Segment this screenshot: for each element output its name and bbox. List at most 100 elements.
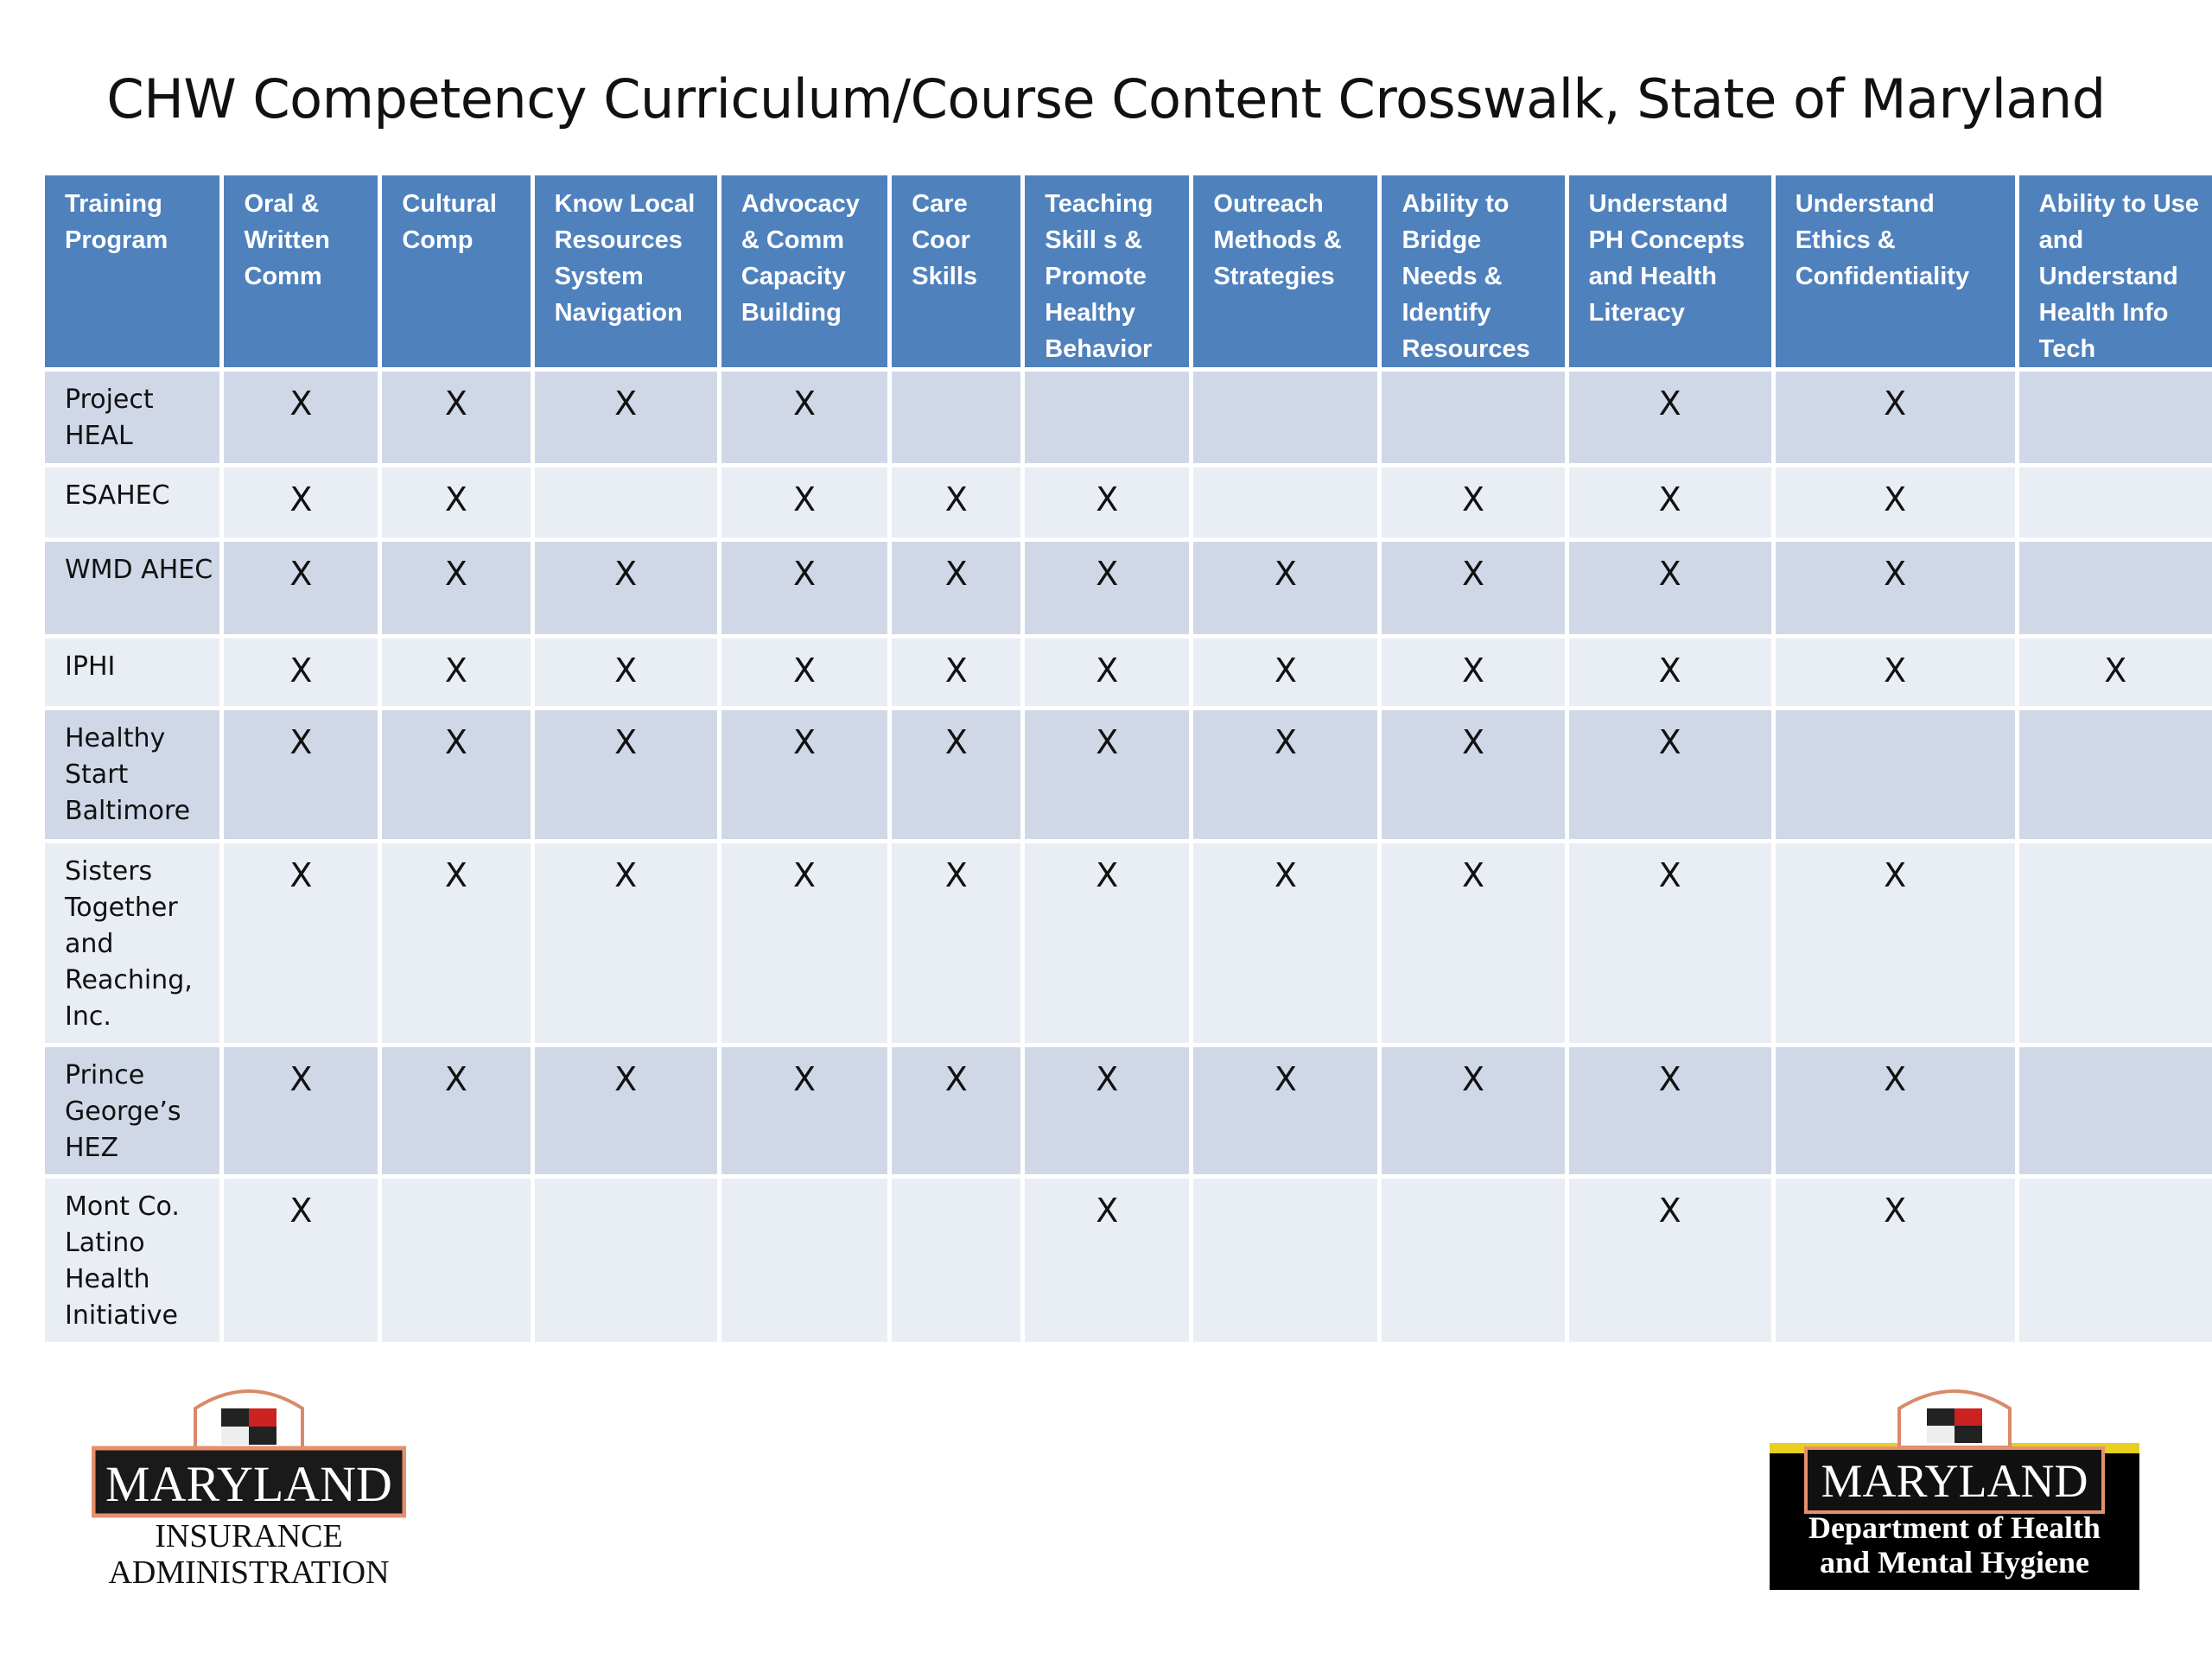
competency-mark-cell: X xyxy=(224,1047,378,1174)
competency-mark-cell: X xyxy=(382,372,531,463)
column-header: Ability to Bridge Needs & Identify Resou… xyxy=(1382,175,1565,367)
competency-mark-cell: X xyxy=(2018,639,2212,706)
competency-mark-cell xyxy=(1775,710,2015,839)
competency-mark-cell: X xyxy=(1193,542,1378,634)
header-row: Training Program Oral & Written Comm Cultu… xyxy=(45,175,2212,367)
competency-mark-cell: X xyxy=(1025,639,1190,706)
competency-mark-cell: X xyxy=(892,1047,1021,1174)
svg-text:MARYLAND: MARYLAND xyxy=(1821,1455,2088,1507)
program-name-cell: ESAHEC xyxy=(45,467,220,537)
competency-mark-cell: X xyxy=(721,710,888,839)
competency-mark-cell: X xyxy=(1775,467,2015,537)
table-row: WMD AHEC X X X X X X X X X X xyxy=(45,542,2212,634)
competency-mark-cell: X xyxy=(1025,542,1190,634)
competency-mark-cell: X xyxy=(382,467,531,537)
competency-mark-cell xyxy=(382,1179,531,1342)
svg-text:and Mental Hygiene: and Mental Hygiene xyxy=(1820,1545,2089,1580)
page-title: CHW Competency Curriculum/Course Content… xyxy=(106,67,2106,130)
competency-mark-cell xyxy=(2018,843,2212,1043)
table-row: IPHI X X X X X X X X X X X xyxy=(45,639,2212,706)
competency-mark-cell: X xyxy=(1568,542,1771,634)
competency-mark-cell xyxy=(892,372,1021,463)
competency-mark-cell: X xyxy=(1382,542,1565,634)
svg-text:Department of Health: Department of Health xyxy=(1808,1510,2101,1545)
maryland-dhmh-logo: MARYLAND Department of Health and Mental… xyxy=(1770,1382,2139,1590)
competency-mark-cell: X xyxy=(1568,1047,1771,1174)
column-header: Understand Ethics & Confidentiality xyxy=(1775,175,2015,367)
competency-mark-cell: X xyxy=(382,542,531,634)
competency-mark-cell xyxy=(534,1179,717,1342)
svg-text:INSURANCE: INSURANCE xyxy=(155,1518,342,1554)
competency-mark-cell xyxy=(1193,467,1378,537)
competency-mark-cell xyxy=(1382,372,1565,463)
competency-mark-cell: X xyxy=(1568,372,1771,463)
competency-mark-cell: X xyxy=(1382,467,1565,537)
competency-mark-cell: X xyxy=(892,639,1021,706)
table-row: ESAHEC X X X X X X X X xyxy=(45,467,2212,537)
competency-mark-cell: X xyxy=(721,639,888,706)
competency-mark-cell xyxy=(1193,1179,1378,1342)
competency-mark-cell xyxy=(1382,1179,1565,1342)
competency-mark-cell xyxy=(1193,372,1378,463)
competency-mark-cell: X xyxy=(224,467,378,537)
competency-mark-cell: X xyxy=(721,372,888,463)
competency-mark-cell: X xyxy=(1775,1179,2015,1342)
competency-mark-cell xyxy=(721,1179,888,1342)
competency-mark-cell xyxy=(2018,1047,2212,1174)
maryland-insurance-administration-logo: MARYLAND INSURANCE ADMINISTRATION xyxy=(92,1382,406,1590)
competency-mark-cell: X xyxy=(224,542,378,634)
competency-mark-cell: X xyxy=(534,843,717,1043)
competency-mark-cell: X xyxy=(1382,1047,1565,1174)
competency-mark-cell: X xyxy=(224,372,378,463)
column-header: Care Coor Skills xyxy=(892,175,1021,367)
competency-mark-cell: X xyxy=(721,542,888,634)
logo-text: MARYLAND xyxy=(105,1456,392,1512)
competency-mark-cell: X xyxy=(1775,1047,2015,1174)
competency-mark-cell xyxy=(2018,372,2212,463)
competency-mark-cell: X xyxy=(224,1179,378,1342)
competency-mark-cell: X xyxy=(534,542,717,634)
column-header: Understand PH Concepts and Health Litera… xyxy=(1568,175,1771,367)
column-header: Ability to Use and Understand Health Inf… xyxy=(2018,175,2212,367)
competency-mark-cell: X xyxy=(534,710,717,839)
competency-mark-cell: X xyxy=(382,710,531,839)
competency-mark-cell: X xyxy=(534,372,717,463)
table-row: Sisters Together and Reaching, Inc. X X X X X… xyxy=(45,843,2212,1043)
competency-mark-cell: X xyxy=(892,467,1021,537)
program-name-cell: Sisters Together and Reaching, Inc. xyxy=(45,843,220,1043)
competency-mark-cell: X xyxy=(224,639,378,706)
column-header: Know Local Resources System Navigation xyxy=(534,175,717,367)
competency-mark-cell: X xyxy=(1382,843,1565,1043)
competency-mark-cell xyxy=(1025,372,1190,463)
competency-mark-cell: X xyxy=(1025,843,1190,1043)
svg-text:ADMINISTRATION: ADMINISTRATION xyxy=(108,1554,389,1590)
program-name-cell: Healthy Start Baltimore xyxy=(45,710,220,839)
competency-mark-cell: X xyxy=(1775,372,2015,463)
competency-mark-cell: X xyxy=(1568,710,1771,839)
column-header: Cultural Comp xyxy=(382,175,531,367)
competency-mark-cell xyxy=(2018,467,2212,537)
column-header: Teaching Skill s & Promote Healthy Behav… xyxy=(1025,175,1190,367)
program-name-cell: Project HEAL xyxy=(45,372,220,463)
competency-mark-cell xyxy=(2018,710,2212,839)
table-row: Healthy Start Baltimore X X X X X X X X X xyxy=(45,710,2212,839)
competency-mark-cell: X xyxy=(721,843,888,1043)
competency-mark-cell: X xyxy=(1193,710,1378,839)
competency-mark-cell: X xyxy=(1775,542,2015,634)
table-row: Prince George’s HEZ X X X X X X X X X X xyxy=(45,1047,2212,1174)
program-name-cell: WMD AHEC xyxy=(45,542,220,634)
table-row: Mont Co. Latino Health Initiative X X X X xyxy=(45,1179,2212,1342)
competency-mark-cell: X xyxy=(1193,1047,1378,1174)
column-header: Advocacy & Comm Capacity Building xyxy=(721,175,888,367)
competency-mark-cell: X xyxy=(224,710,378,839)
competency-mark-cell xyxy=(2018,1179,2212,1342)
program-name-cell: Mont Co. Latino Health Initiative xyxy=(45,1179,220,1342)
competency-mark-cell: X xyxy=(1568,1179,1771,1342)
competency-mark-cell: X xyxy=(1025,1047,1190,1174)
competency-mark-cell: X xyxy=(1193,843,1378,1043)
competency-mark-cell xyxy=(2018,542,2212,634)
competency-mark-cell: X xyxy=(534,1047,717,1174)
competency-mark-cell xyxy=(892,1179,1021,1342)
competency-mark-cell: X xyxy=(1568,467,1771,537)
competency-mark-cell xyxy=(534,467,717,537)
